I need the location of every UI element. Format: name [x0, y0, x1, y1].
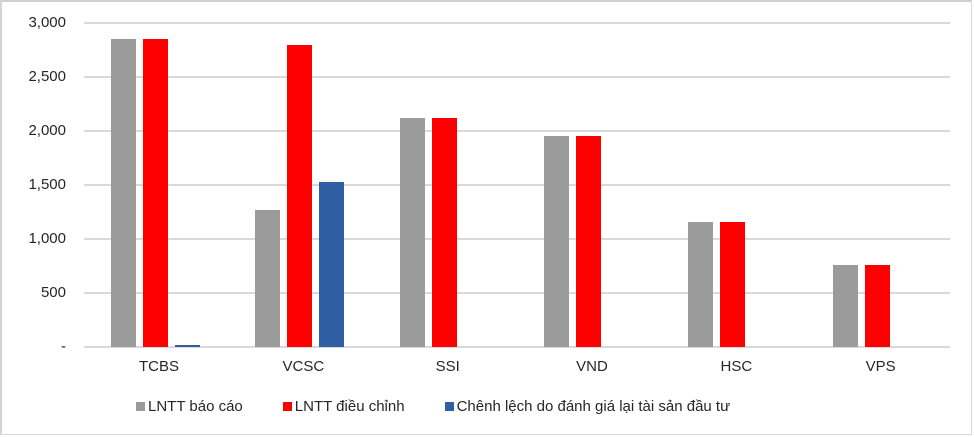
- gridline: [84, 238, 950, 240]
- bar-hsc-series-0: [688, 222, 714, 347]
- legend-swatch-blue: [444, 402, 454, 411]
- bar-hsc-series-1: [720, 222, 746, 347]
- legend-label: LNTT điều chỉnh: [294, 398, 405, 415]
- x-tick-label: HSC: [720, 358, 753, 375]
- y-tick-label: 3,000: [28, 14, 66, 31]
- x-tick-label: TCBS: [138, 358, 179, 375]
- gridline: [84, 76, 950, 78]
- legend-item-revaluation: Chênh lệch do đánh giá lại tài sản đầu t…: [444, 398, 731, 415]
- y-tick-label: 2,500: [28, 68, 66, 85]
- legend: LNTT báo cáo LNTT điều chỉnh Chênh lệch …: [136, 398, 770, 415]
- plot-area: [84, 22, 950, 348]
- bar-vcsc-series-2: [319, 181, 345, 347]
- bar-tcbs-series-1: [143, 39, 168, 347]
- x-tick-label: VCSC: [282, 358, 325, 375]
- legend-swatch-gray: [136, 402, 145, 411]
- gridline: [84, 292, 950, 294]
- bar-vnd-series-0: [544, 136, 569, 347]
- legend-swatch-red: [282, 402, 292, 411]
- bar-vnd-series-1: [576, 136, 601, 347]
- y-tick-label: 2,000: [28, 122, 66, 139]
- y-tick-label: 500: [40, 284, 66, 301]
- bar-ssi-series-1: [431, 118, 457, 347]
- legend-label: Chênh lệch do đánh giá lại tài sản đầu t…: [456, 398, 731, 415]
- bar-tcbs-series-0: [111, 39, 136, 347]
- y-tick-label: -: [61, 338, 66, 355]
- legend-label: LNTT báo cáo: [148, 398, 243, 415]
- y-tick-label: 1,500: [28, 176, 66, 193]
- bar-vps-series-1: [864, 264, 890, 347]
- legend-item-adjusted: LNTT điều chỉnh: [282, 398, 405, 415]
- bar-vcsc-series-1: [287, 45, 313, 347]
- x-tick-label: VND: [576, 358, 608, 375]
- gridline: [84, 22, 950, 24]
- gridline: [84, 130, 950, 132]
- bar-vps-series-0: [832, 264, 858, 347]
- x-tick-label: VPS: [865, 358, 896, 375]
- y-tick-label: 1,000: [28, 230, 66, 247]
- x-tick-label: SSI: [435, 358, 460, 375]
- gridline: [84, 346, 950, 348]
- gridline: [84, 184, 950, 186]
- bar-ssi-series-0: [399, 118, 425, 347]
- legend-item-reported: LNTT báo cáo: [136, 398, 243, 415]
- bar-vcsc-series-0: [255, 209, 281, 347]
- bar-tcbs-series-2: [175, 344, 200, 347]
